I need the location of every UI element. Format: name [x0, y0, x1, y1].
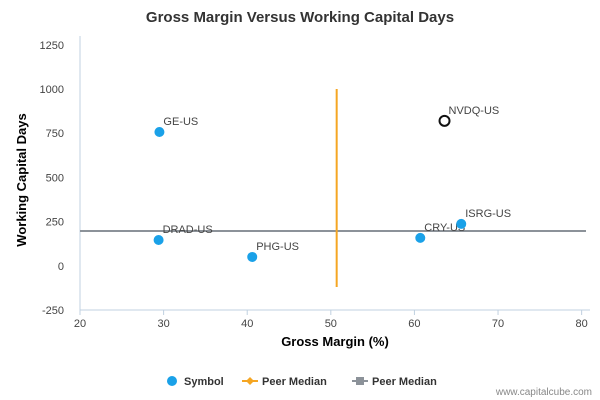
data-point-label: NVDQ-US — [449, 105, 500, 117]
legend-symbol-dot — [167, 376, 177, 386]
legend: Symbol Peer Median Peer Median — [167, 376, 437, 388]
x-axis-title: Gross Margin (%) — [281, 334, 389, 349]
x-tick-label: 50 — [325, 318, 337, 330]
legend-diamond-marker — [246, 377, 254, 385]
data-point-label: DRAD-US — [163, 224, 213, 236]
x-tick-label: 20 — [74, 318, 86, 330]
data-point-highlight — [438, 114, 451, 127]
legend-label: Symbol — [184, 376, 224, 388]
y-tick-label: 1250 — [40, 40, 64, 52]
data-point-label: PHG-US — [256, 241, 299, 253]
data-point — [247, 251, 258, 262]
data-point — [154, 126, 165, 137]
legend-label: Peer Median — [372, 376, 437, 388]
y-tick-label: 500 — [46, 172, 64, 184]
legend-label: Peer Median — [262, 376, 327, 388]
data-point — [415, 232, 426, 243]
y-tick-label: 750 — [46, 128, 64, 140]
data-point-label: GE-US — [163, 116, 198, 128]
data-point — [456, 218, 467, 229]
y-axis-title: Working Capital Days — [14, 113, 29, 246]
y-tick-label: 250 — [46, 217, 64, 229]
x-tick-label: 40 — [241, 318, 253, 330]
x-tick-label: 80 — [576, 318, 588, 330]
y-tick-label: 1000 — [40, 84, 64, 96]
legend-square-marker — [356, 377, 364, 385]
chart-title: Gross Margin Versus Working Capital Days — [146, 9, 454, 26]
data-point-label: CRY-US — [424, 222, 465, 234]
x-tick-label: 30 — [157, 318, 169, 330]
x-tick-label: 60 — [408, 318, 420, 330]
y-tick-label: 0 — [58, 261, 64, 273]
y-tick-label: -250 — [42, 305, 64, 317]
plot-area: 20 30 40 50 60 70 80 -250 0 250 500 750 1000 1250 GE-U… — [40, 36, 590, 330]
data-point-label: ISRG-US — [465, 208, 511, 220]
data-point — [153, 234, 164, 245]
x-tick-label: 70 — [492, 318, 504, 330]
credit-text: www.capitalcube.com — [495, 387, 592, 398]
